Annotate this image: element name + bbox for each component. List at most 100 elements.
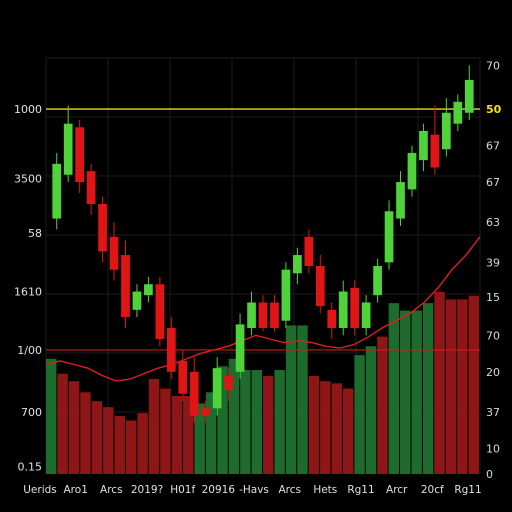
candle [338, 280, 348, 336]
volume-bar [263, 375, 274, 474]
candle-body [224, 375, 233, 391]
bottom-tick-label: Rg11 [454, 484, 481, 496]
candle [63, 105, 73, 183]
left-tick-label: 1610 [14, 286, 42, 299]
candle-body [442, 112, 451, 150]
candle-body [132, 291, 142, 310]
candle [464, 65, 474, 121]
right-tick-label: 63 [486, 216, 500, 229]
volume-bar [468, 295, 479, 474]
candle-body [247, 302, 256, 329]
candle [327, 302, 337, 339]
candle-body [384, 211, 394, 263]
candle [201, 401, 211, 423]
volume-bar [194, 403, 205, 474]
candle [166, 317, 176, 380]
candle-series [52, 65, 474, 423]
right-tick-label: 39 [486, 256, 500, 269]
candle-body [201, 408, 211, 416]
volume-bar [320, 381, 331, 474]
candle-body [430, 134, 440, 168]
candle [453, 94, 463, 131]
candle [224, 368, 233, 402]
volume-bar [114, 416, 125, 474]
right-tick-label: 67 [486, 176, 500, 189]
bottom-tick-label: -Havs [239, 484, 269, 496]
candle [350, 280, 360, 336]
right-tick-label: 10 [486, 442, 500, 455]
right-tick-label: 67 [486, 140, 500, 153]
volume-bar [251, 370, 262, 474]
bottom-tick-label: Uerids [23, 484, 57, 496]
right-tick-label: 37 [486, 406, 500, 419]
candle-body [315, 266, 325, 307]
candle [75, 120, 84, 194]
candle-body [86, 171, 96, 204]
candle-body [98, 203, 107, 252]
candle-body [396, 182, 405, 219]
candle-body [121, 255, 130, 318]
candle [109, 222, 119, 281]
volume-bar [68, 381, 80, 474]
candle [373, 258, 382, 303]
candle-body [109, 236, 119, 270]
volume-bar [331, 383, 342, 474]
volume-bar [342, 388, 354, 474]
bottom-tick-label: Rg11 [347, 484, 374, 496]
bottom-tick-label: 2019? [131, 484, 163, 496]
right-tick-label: 0 [486, 468, 493, 481]
volume-bar [434, 292, 445, 474]
candle [52, 152, 62, 230]
left-tick-label: 1/00 [17, 344, 42, 357]
candle [396, 171, 405, 226]
candle-body [361, 302, 371, 329]
candle-body [212, 368, 222, 409]
candle-body [464, 79, 474, 113]
candle [144, 276, 153, 303]
volume-bar [240, 370, 251, 474]
volume-bar [103, 407, 114, 474]
candle-body [178, 360, 188, 394]
candle [293, 247, 302, 285]
right-tick-label: 15 [486, 291, 500, 304]
candle [86, 163, 96, 215]
candle [419, 123, 428, 172]
volume-bar [308, 375, 320, 474]
candle [304, 229, 314, 274]
candle-body [350, 287, 360, 329]
bottom-tick-label: Aro1 [64, 484, 88, 496]
bottom-tick-label: Hets [313, 484, 337, 496]
volume-bar [91, 401, 103, 474]
candle [442, 98, 451, 157]
bottom-tick-label: H01f [170, 484, 195, 496]
volume-bar [228, 358, 240, 474]
candle-body [189, 371, 199, 416]
left-tick-label: 3500 [14, 172, 42, 185]
candle-body [52, 163, 62, 219]
volume-bar [57, 373, 68, 474]
candle [98, 196, 107, 263]
candle-body [407, 152, 417, 190]
candle [247, 291, 256, 336]
candle [430, 105, 440, 175]
bottom-tick-label: Arcs [278, 484, 301, 496]
right-tick-label: 70 [486, 329, 500, 342]
left-tick-label: 700 [21, 406, 42, 419]
volume-bar [400, 310, 411, 474]
right-axis: 70 50 67 67 63 39 15 70 20 37 10 0 [486, 59, 502, 481]
volume-bar [445, 299, 457, 474]
volume-bar [388, 303, 400, 474]
candle [178, 349, 188, 402]
volume-bar [205, 392, 217, 474]
bottom-axis: Uerids Aro1 Arcs 2019? H01f 20916 -Havs Arcs Het… [23, 484, 481, 496]
candle-body [304, 236, 314, 266]
candle [132, 284, 142, 318]
left-tick-label: 1000 [14, 103, 42, 116]
candle [155, 276, 165, 347]
candle [361, 295, 371, 336]
volume-series [46, 292, 479, 474]
candle-body [327, 309, 337, 329]
candle-body [155, 284, 165, 339]
volume-bar [411, 310, 422, 474]
